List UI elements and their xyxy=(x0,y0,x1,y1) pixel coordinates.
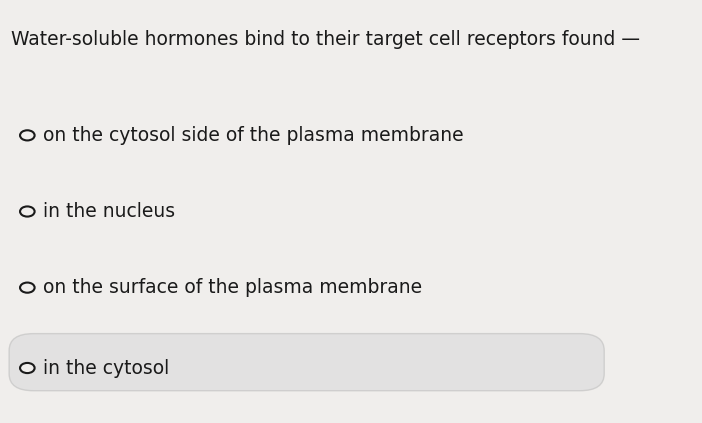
Circle shape xyxy=(20,363,34,373)
FancyBboxPatch shape xyxy=(9,334,604,391)
Circle shape xyxy=(20,206,34,217)
Circle shape xyxy=(20,130,34,140)
Text: in the cytosol: in the cytosol xyxy=(43,359,168,377)
Text: on the cytosol side of the plasma membrane: on the cytosol side of the plasma membra… xyxy=(43,126,463,145)
Text: on the surface of the plasma membrane: on the surface of the plasma membrane xyxy=(43,278,422,297)
Circle shape xyxy=(20,283,34,293)
Text: in the nucleus: in the nucleus xyxy=(43,202,175,221)
Text: Water-soluble hormones bind to their target cell receptors found —: Water-soluble hormones bind to their tar… xyxy=(11,30,640,49)
